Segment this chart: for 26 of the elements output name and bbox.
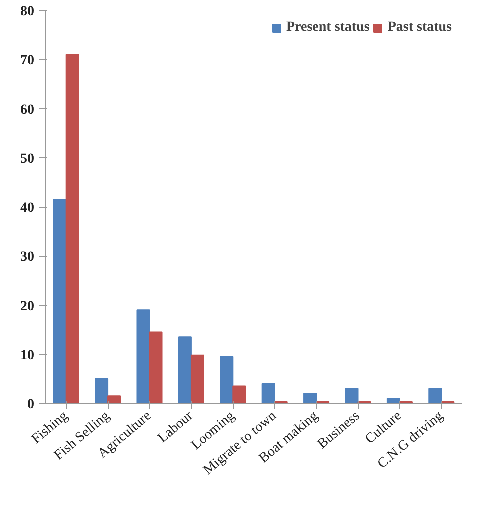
bar	[136, 310, 150, 404]
bar	[66, 54, 80, 404]
y-tick-label: 70	[20, 54, 34, 69]
bar	[190, 354, 204, 404]
legend-label: Present status	[286, 20, 370, 36]
bar	[232, 386, 246, 404]
legend-label: Past status	[388, 20, 452, 36]
bar	[345, 388, 359, 404]
bar	[95, 378, 109, 404]
bar	[262, 383, 276, 404]
bar	[386, 398, 400, 404]
y-tick-label: 60	[20, 102, 34, 118]
bar	[108, 396, 122, 404]
y-tick-label: 40	[20, 201, 34, 216]
y-tick-label: 20	[20, 299, 34, 314]
y-tick-label: 80	[20, 4, 34, 20]
y-tick-label: 10	[20, 348, 34, 364]
bar	[53, 199, 67, 404]
bar	[428, 388, 442, 404]
bar	[178, 336, 192, 404]
bar	[149, 332, 163, 404]
bar	[304, 393, 318, 404]
bar	[220, 356, 234, 404]
y-tick-label: 30	[20, 250, 34, 266]
y-tick-label: 0	[28, 398, 34, 412]
y-tick-label: 50	[20, 152, 34, 167]
